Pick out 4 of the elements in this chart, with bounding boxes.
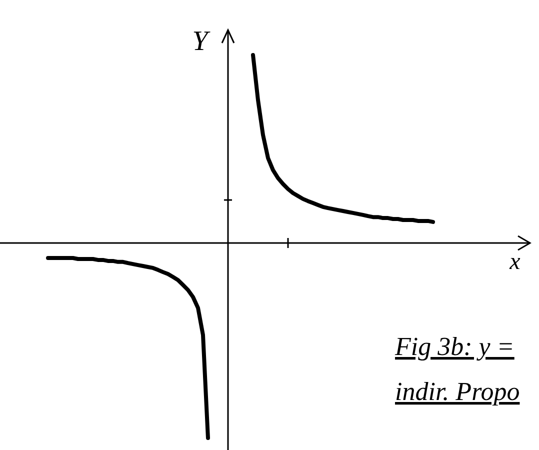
y-axis-title: Y (192, 26, 212, 57)
annotation: Fig 3b: y = (394, 332, 514, 361)
annotation: indir. Propo (395, 377, 520, 406)
x-axis-title: x (508, 249, 521, 275)
